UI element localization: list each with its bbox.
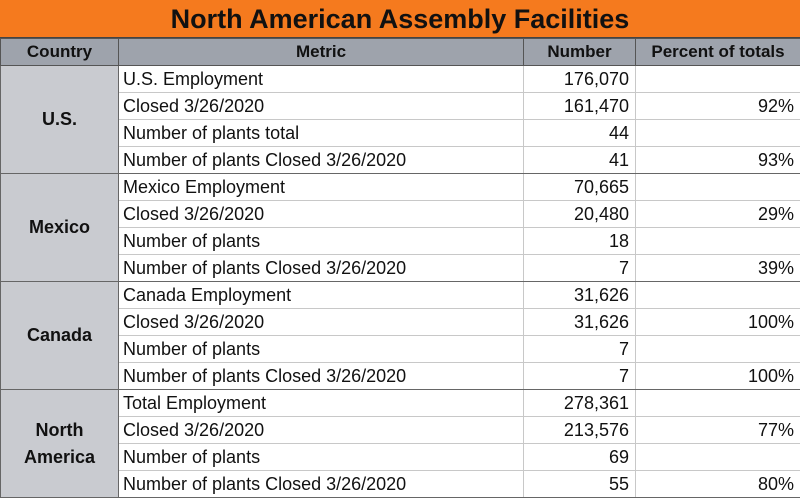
header-row: Country Metric Number Percent of totals [0,38,800,66]
table-row: Closed 3/26/2020 31,626 100% [1,308,800,336]
number-cell: 31,626 [523,281,636,309]
percent-cell: 100% [635,362,800,390]
table-row: Number of plants 69 [1,443,800,471]
metric-cell: Canada Employment [118,281,524,309]
metric-cell: Number of plants total [118,119,524,147]
country-cell: North America [0,389,119,498]
percent-cell: 77% [635,416,800,444]
header-percent: Percent of totals [635,38,800,66]
country-cell: Mexico [0,173,119,282]
table-row: U.S. U.S. Employment 176,070 [0,65,800,174]
metric-cell: Closed 3/26/2020 [118,200,524,228]
country-cell: U.S. [0,65,119,174]
percent-cell [635,227,800,255]
metric-cell: Total Employment [118,389,524,417]
metric-cell: U.S. Employment [118,65,524,93]
percent-cell: 92% [635,92,800,120]
number-cell: 213,576 [523,416,636,444]
percent-cell [635,119,800,147]
percent-cell [635,281,800,309]
number-cell: 161,470 [523,92,636,120]
header-country: Country [0,38,119,66]
metric-cell: Number of plants [118,335,524,363]
page-title: North American Assembly Facilities [0,0,800,38]
metric-cell: Closed 3/26/2020 [118,308,524,336]
percent-cell [635,173,800,201]
percent-cell: 100% [635,308,800,336]
number-cell: 69 [523,443,636,471]
percent-cell [635,389,800,417]
table-row: North America Total Employment 278,361 [0,389,800,498]
header-metric: Metric [118,38,524,66]
number-cell: 20,480 [523,200,636,228]
number-cell: 18 [523,227,636,255]
table-row: Canada Canada Employment 31,626 [0,281,800,390]
number-cell: 55 [523,470,636,498]
metric-cell: Number of plants [118,443,524,471]
table-row: Number of plants total 44 [1,119,800,147]
table-row: Closed 3/26/2020 161,470 92% [1,92,800,120]
number-cell: 70,665 [523,173,636,201]
number-cell: 7 [523,335,636,363]
percent-cell: 93% [635,146,800,174]
table-row: Closed 3/26/2020 213,576 77% [1,416,800,444]
table-row: Number of plants Closed 3/26/2020 55 80% [1,470,800,498]
table-row: Mexico Mexico Employment 70,665 [0,173,800,282]
table-row: Number of plants Closed 3/26/2020 41 93% [1,146,800,174]
number-cell: 7 [523,254,636,282]
metric-cell: Number of plants Closed 3/26/2020 [118,362,524,390]
percent-cell: 39% [635,254,800,282]
facilities-table: Country Metric Number Percent of totals … [0,38,800,498]
number-cell: 278,361 [523,389,636,417]
metric-cell: Closed 3/26/2020 [118,92,524,120]
percent-cell [635,335,800,363]
table-row: Number of plants Closed 3/26/2020 7 100% [1,362,800,390]
metric-cell: Mexico Employment [118,173,524,201]
percent-cell: 80% [635,470,800,498]
percent-cell: 29% [635,200,800,228]
table-row: Number of plants Closed 3/26/2020 7 39% [1,254,800,282]
number-cell: 44 [523,119,636,147]
table-body: U.S. U.S. Employment 176,070 Closed 3/26/20… [0,65,800,498]
table-row: Closed 3/26/2020 20,480 29% [1,200,800,228]
metric-cell: Number of plants Closed 3/26/2020 [118,146,524,174]
number-cell: 31,626 [523,308,636,336]
metric-cell: Number of plants Closed 3/26/2020 [118,254,524,282]
table-row: Number of plants 7 [1,335,800,363]
percent-cell [635,443,800,471]
number-cell: 41 [523,146,636,174]
percent-cell [635,65,800,93]
metric-cell: Number of plants [118,227,524,255]
number-cell: 176,070 [523,65,636,93]
number-cell: 7 [523,362,636,390]
header-number: Number [523,38,636,66]
metric-cell: Number of plants Closed 3/26/2020 [118,470,524,498]
metric-cell: Closed 3/26/2020 [118,416,524,444]
table-row: Number of plants 18 [1,227,800,255]
country-cell: Canada [0,281,119,390]
